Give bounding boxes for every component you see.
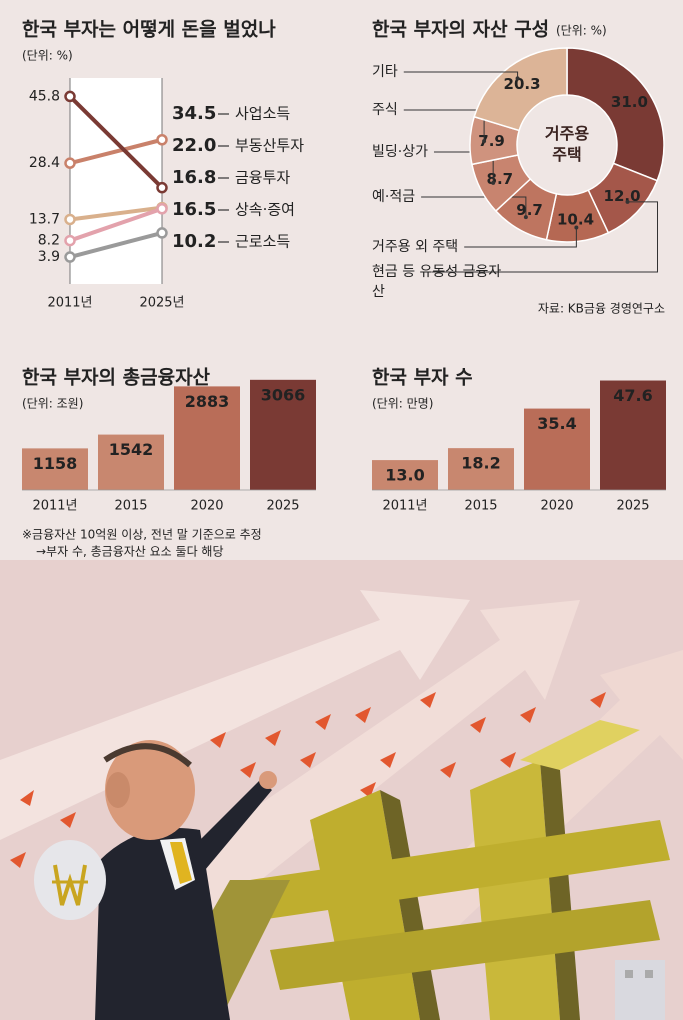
donut-segment: [566, 47, 665, 182]
bar: [600, 380, 666, 490]
leader-dot: [482, 139, 487, 144]
bar: [174, 386, 240, 490]
value-label: 20.3: [504, 75, 541, 93]
leader-line: [464, 227, 577, 248]
chart-title: 한국 부자의 자산 구성: [372, 19, 549, 41]
start-value-label: 3.9: [38, 249, 60, 265]
value-label: 10.4: [557, 211, 594, 229]
end-value-label: 10.2: [172, 231, 216, 252]
end-value-label: 16.8: [172, 167, 216, 188]
point: [156, 134, 168, 146]
x-tick-label: 2015: [114, 499, 147, 514]
point: [156, 181, 168, 194]
value-label: 1158: [33, 454, 78, 473]
category-label: 예·적금: [372, 189, 415, 205]
series-line: [69, 230, 163, 259]
leader-dot: [515, 76, 520, 81]
point: [64, 251, 76, 263]
x-tick-label: 2025: [266, 499, 299, 514]
bar: [98, 434, 164, 490]
leader-line: [432, 201, 659, 273]
value-label: 13.0: [385, 466, 424, 485]
value-label: 2883: [185, 392, 230, 411]
legend-label: 부동산투자: [235, 137, 304, 155]
category-label: 빌딩·상가: [372, 144, 428, 160]
footnote: →부자 수, 총금융자산 요소 둘다 해당: [36, 545, 224, 559]
leader-dot: [491, 180, 496, 185]
leader-dot: [523, 215, 528, 220]
end-value-label: 16.5: [172, 199, 216, 220]
x-tick-label: 2020: [190, 499, 223, 514]
source: 자료: KB금융 경영연구소: [538, 302, 665, 316]
chart-subtitle: (단위: %): [22, 49, 73, 63]
point: [64, 90, 76, 103]
leader-dot: [625, 199, 630, 204]
chart-title: 한국 부자의 총금융자산: [22, 367, 211, 389]
legend-label: 사업소득: [235, 105, 290, 123]
bar: [524, 408, 590, 490]
chart-title: 한국 부자는 어떻게 돈을 벌었나: [22, 19, 276, 41]
chart-subtitle: (단위: 만명): [372, 397, 433, 411]
chart-title: 한국 부자 수: [372, 367, 473, 389]
bar: [250, 379, 316, 490]
value-label: 47.6: [613, 386, 652, 405]
value-label: 7.9: [478, 132, 505, 150]
start-value-label: 13.7: [29, 211, 60, 227]
legend-label: 금융투자: [235, 169, 290, 187]
value-label: 31.0: [611, 93, 648, 111]
category-label: 주식: [372, 102, 398, 118]
leader-line: [421, 196, 527, 218]
series-line: [69, 137, 163, 166]
value-label: 1542: [109, 440, 154, 459]
x-tick-label: 2011년: [382, 499, 427, 514]
series-line: [69, 205, 163, 222]
end-value-label: 34.5: [172, 103, 216, 124]
value-label: 12.0: [604, 187, 641, 205]
start-value-label: 45.8: [29, 88, 60, 104]
value-label: 35.4: [537, 414, 576, 433]
bar: [372, 460, 438, 490]
point: [64, 213, 76, 226]
bar: [22, 448, 88, 490]
point: [156, 203, 168, 215]
x-tick-label: 2025년: [139, 296, 184, 311]
x-tick-label: 2015: [464, 499, 497, 514]
leader-line: [403, 71, 519, 79]
category-label: 거주용 외 주택: [372, 239, 458, 255]
start-value-label: 8.2: [38, 233, 60, 249]
start-value-label: 28.4: [29, 155, 60, 171]
legend-label: 근로소득: [235, 233, 290, 251]
x-tick-label: 2025: [616, 499, 649, 514]
value-label: 9.7: [516, 201, 543, 219]
value-label: 18.2: [461, 454, 500, 473]
legend-label: 상속·증여: [235, 201, 295, 219]
bar: [448, 448, 514, 490]
series-line: [68, 95, 164, 190]
leader-dot: [574, 225, 579, 230]
donut-segment: [473, 47, 568, 132]
value-label: 8.7: [487, 170, 514, 188]
category-label: 기타: [372, 64, 398, 80]
category-label: 현금 등 유동성 금융자산: [372, 264, 502, 300]
point: [64, 234, 76, 247]
point: [64, 157, 76, 169]
center-label: 거주용 주택: [544, 124, 590, 164]
value-label: 3066: [261, 385, 306, 404]
x-tick-label: 2020: [540, 499, 573, 514]
point: [156, 227, 168, 239]
chart-subtitle: (단위: 조원): [22, 397, 83, 411]
x-tick-label: 2011년: [32, 499, 77, 514]
series-line: [69, 206, 163, 243]
footnote: ※금융자산 10억원 이상, 전년 말 기준으로 추정: [22, 528, 262, 542]
end-value-label: 22.0: [172, 135, 216, 156]
chart-subtitle: (단위: %): [556, 24, 607, 38]
x-tick-label: 2011년: [47, 296, 92, 311]
